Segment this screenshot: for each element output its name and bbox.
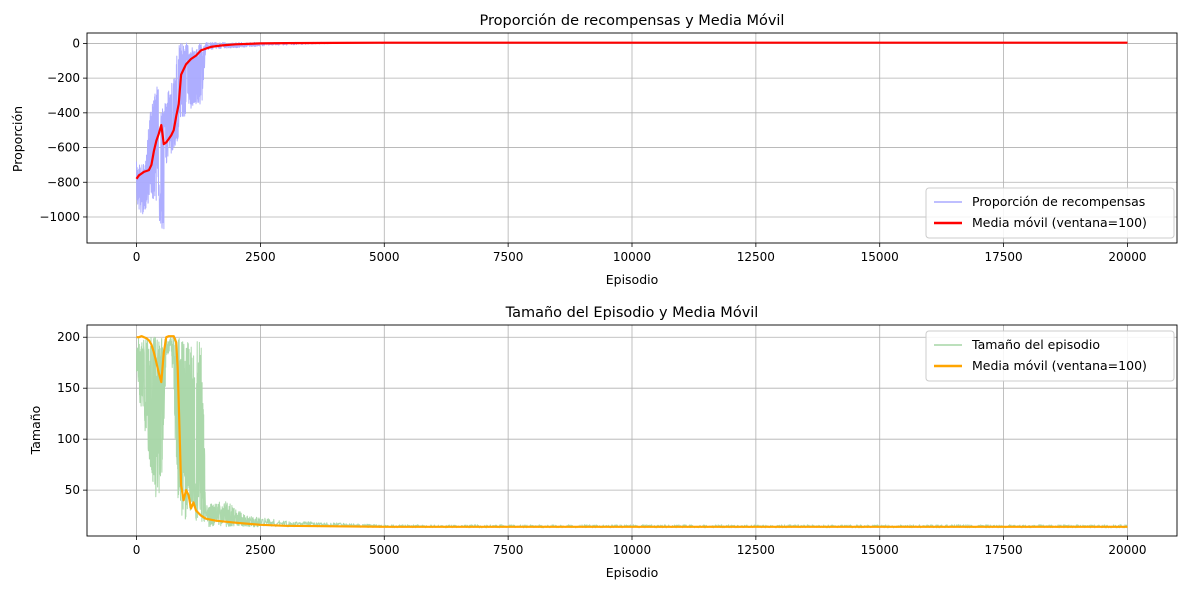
length-xtick-label: 7500: [493, 543, 524, 557]
length-xtick-label: 20000: [1108, 543, 1146, 557]
length-chart-xlabel: Episodio: [606, 565, 659, 580]
reward-ytick-label: 0: [72, 36, 80, 50]
length-raw-series-line: [136, 336, 1128, 529]
length-xtick-label: 17500: [984, 543, 1022, 557]
reward-legend-box: [925, 187, 1175, 239]
reward-chart-ylabel: Proporción: [10, 106, 25, 172]
length-xtick-label: 2500: [245, 543, 276, 557]
length-chart: Tamaño del Episodio y Media Móvil Episod…: [28, 305, 1178, 580]
length-xtick-label: 5000: [369, 543, 400, 557]
reward-xtick-label: 17500: [984, 250, 1022, 264]
length-xtick-label: 12500: [737, 543, 775, 557]
reward-ytick-label: −1000: [39, 210, 80, 224]
reward-ytick-label: −200: [47, 71, 80, 85]
length-ytick-label: 50: [65, 483, 80, 497]
reward-legend-avg-label: Media móvil (ventana=100): [972, 215, 1147, 230]
length-legend-raw-label: Tamaño del episodio: [971, 337, 1100, 352]
length-legend-box: [925, 330, 1175, 382]
reward-ytick-label: −400: [47, 106, 80, 120]
reward-xtick-label: 10000: [613, 250, 651, 264]
reward-chart-xlabel: Episodio: [606, 272, 659, 287]
reward-chart-plot: 0 2500 5000 7500 10000 12500 15000 17500 20000 −1…: [39, 32, 1178, 264]
reward-ytick-label: −800: [47, 175, 80, 189]
length-chart-legend: Tamaño del episodio Media móvil (ventana…: [925, 330, 1175, 382]
length-chart-ylabel: Tamaño: [28, 406, 43, 456]
length-xtick-label: 0: [133, 543, 141, 557]
length-legend-avg-label: Media móvil (ventana=100): [972, 358, 1147, 373]
reward-xtick-label: 0: [133, 250, 141, 264]
reward-chart: Proporción de recompensas y Media Móvil …: [10, 13, 1178, 287]
reward-xtick-label: 12500: [737, 250, 775, 264]
length-chart-title: Tamaño del Episodio y Media Móvil: [505, 305, 759, 321]
length-chart-plot: 0 2500 5000 7500 10000 12500 15000 17500 20000 50…: [57, 324, 1178, 557]
length-xtick-label: 10000: [613, 543, 651, 557]
length-xtick-label: 15000: [861, 543, 899, 557]
reward-ytick-label: −600: [47, 141, 80, 155]
reward-xtick-label: 20000: [1108, 250, 1146, 264]
reward-legend-raw-label: Proporción de recompensas: [972, 194, 1145, 209]
reward-xtick-label: 5000: [369, 250, 400, 264]
reward-chart-title: Proporción de recompensas y Media Móvil: [480, 13, 785, 29]
reward-xtick-label: 7500: [493, 250, 524, 264]
length-axes-frame: [86, 324, 1178, 537]
length-ytick-label: 100: [57, 432, 80, 446]
reward-xtick-label: 15000: [861, 250, 899, 264]
reward-axes-frame: [86, 32, 1178, 244]
length-moving-average-line: [136, 335, 1128, 528]
reward-chart-legend: Proporción de recompensas Media móvil (v…: [925, 187, 1175, 239]
length-ytick-label: 150: [57, 381, 80, 395]
reward-moving-average-line: [135, 41, 1128, 180]
length-ytick-label: 200: [57, 330, 80, 344]
reward-xtick-label: 2500: [245, 250, 276, 264]
